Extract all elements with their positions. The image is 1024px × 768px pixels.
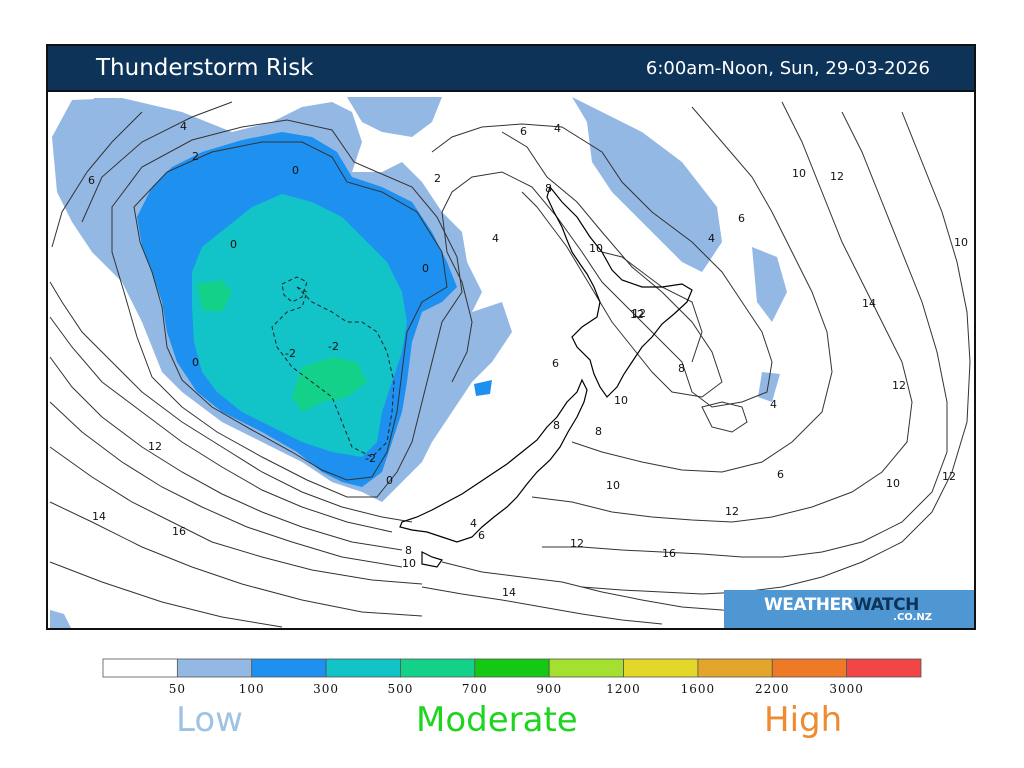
- color-scale-bar: [102, 658, 922, 678]
- contour-label: 4: [554, 122, 561, 135]
- scale-swatch: [400, 658, 476, 678]
- risk-area-low-east: [752, 247, 787, 322]
- scale-swatch: [102, 658, 178, 678]
- contour-label: 14: [92, 510, 106, 523]
- contour-label: 12: [830, 170, 844, 183]
- contour-lines-low: [49, 101, 463, 628]
- contour-label: 16: [662, 547, 676, 560]
- contour-label: -2: [285, 347, 296, 360]
- scale-tick-label: 300: [313, 682, 340, 696]
- scale-tick-label: 1600: [680, 682, 716, 696]
- map-frame: Thunderstorm Risk 6:00am-Noon, Sun, 29-0…: [46, 44, 976, 630]
- contour-label: 6: [478, 529, 485, 542]
- contour-label: 2: [434, 172, 441, 185]
- contour-label: 6: [738, 212, 745, 225]
- scale-swatch: [474, 658, 550, 678]
- scale-tick-labels: 50 100 300 500 700 900 1200 1600 2200 3000: [0, 682, 1024, 702]
- contour-label: 12: [942, 470, 956, 483]
- contour-label: 6: [777, 468, 784, 481]
- contour-label: 10: [402, 557, 416, 570]
- contour-label: 12: [892, 379, 906, 392]
- risk-area-low-north: [347, 97, 442, 137]
- contour-label: 12: [148, 440, 162, 453]
- scale-tick-label: 700: [461, 682, 488, 696]
- contour-lines-east: [421, 101, 971, 625]
- category-high: High: [764, 700, 843, 740]
- title-bar: Thunderstorm Risk 6:00am-Noon, Sun, 29-0…: [48, 46, 974, 92]
- contour-label: 4: [708, 232, 715, 245]
- scale-tick-label: 500: [387, 682, 414, 696]
- contour-label: 10: [792, 167, 806, 180]
- scale-swatch: [623, 658, 699, 678]
- weatherwatch-logo: WEATHERWATCH .CO.NZ: [724, 590, 974, 628]
- weather-map: 4 2 6 0 0 0 -2 -2 0 -2 0 6 4 2 4 8 10 12…: [49, 97, 971, 628]
- scale-swatch: [548, 658, 624, 678]
- scale-swatch: [176, 658, 253, 678]
- contour-minus2-b: [281, 276, 308, 303]
- scale-swatch: [846, 658, 922, 678]
- map-title: Thunderstorm Risk: [96, 55, 314, 81]
- contour-label: 10: [589, 242, 603, 255]
- contour-label: 10: [614, 394, 628, 407]
- risk-area-low-southwest: [50, 610, 71, 628]
- contour-label: 8: [545, 182, 552, 195]
- scale-tick-label: 2200: [754, 682, 790, 696]
- scale-swatch: [325, 658, 401, 678]
- risk-area-100-b: [474, 380, 492, 396]
- contour-label: 16: [172, 525, 186, 538]
- scale-tick-label: 900: [536, 682, 563, 696]
- contour-label: 4: [770, 398, 777, 411]
- contour-label: 10: [886, 477, 900, 490]
- contour-label: 0: [192, 356, 199, 369]
- contour-label: 8: [595, 425, 602, 438]
- contour-label: 8: [405, 544, 412, 557]
- scale-tick-label: 50: [168, 682, 186, 696]
- contour-label: 4: [492, 232, 499, 245]
- risk-area-low-northeast: [572, 97, 722, 272]
- contour-label: 6: [88, 174, 95, 187]
- contour-label: 6: [552, 357, 559, 370]
- contour-label: 0: [292, 164, 299, 177]
- scale-tick-label: 1200: [606, 682, 641, 696]
- contour-label: 12: [570, 537, 584, 550]
- contour-labels: 4 2 6 0 0 0 -2 -2 0 -2 0 6 4 2 4 8 10 12…: [88, 120, 968, 599]
- risk-area-500-b: [292, 357, 367, 412]
- contour-label: 2: [192, 150, 199, 163]
- contour-label: 12: [632, 307, 646, 320]
- contour-label: 0: [230, 238, 237, 251]
- contour-label: 0: [386, 474, 393, 487]
- contour-label: 14: [862, 297, 876, 310]
- contour-minus2-a: [271, 286, 395, 458]
- scale-tick-label: 100: [238, 682, 265, 696]
- logo-word-weather: WEATHER: [764, 595, 854, 615]
- risk-area-500-a: [197, 280, 232, 312]
- contour-label: 4: [180, 120, 187, 133]
- contour-label: 10: [954, 236, 968, 249]
- contour-label: -2: [365, 452, 376, 465]
- contour-label: 0: [422, 262, 429, 275]
- logo-domain: .CO.NZ: [893, 612, 932, 623]
- contour-label: 10: [606, 479, 620, 492]
- scale-tick-label: 3000: [829, 682, 864, 696]
- valid-time: 6:00am-Noon, Sun, 29-03-2026: [645, 58, 930, 79]
- contour-label: 12: [725, 505, 739, 518]
- contour-label: 8: [678, 362, 685, 375]
- contour-label: 8: [553, 419, 560, 432]
- contour-label: 4: [470, 517, 477, 530]
- contour-label: 12: [630, 308, 644, 321]
- risk-area-low-east2: [758, 372, 780, 402]
- contour-label: 6: [520, 125, 527, 138]
- logo-word-watch: WATCH: [853, 595, 919, 615]
- category-low: Low: [176, 700, 243, 740]
- scale-swatch: [251, 658, 327, 678]
- contour-label: -2: [328, 340, 339, 353]
- category-moderate: Moderate: [416, 700, 578, 740]
- contour-label: 14: [502, 586, 516, 599]
- scale-swatch: [771, 658, 848, 678]
- scale-swatch: [697, 658, 773, 678]
- nz-coastline: [399, 185, 693, 568]
- risk-area-low-west: [94, 98, 117, 110]
